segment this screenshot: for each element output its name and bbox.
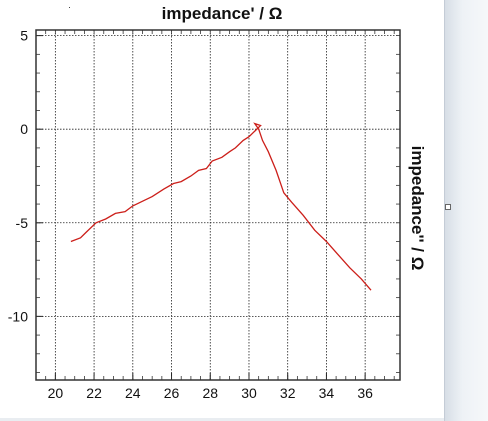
x-tick-label: 20 (48, 385, 64, 401)
grid-lines (36, 30, 400, 380)
x-tick-label: 34 (319, 385, 335, 401)
impedance-chart: 20 22 24 26 28 30 32 34 36 5 0 -5 -10 impedance' / Ω… (8, 4, 427, 401)
x-tick-label: 28 (202, 385, 218, 401)
x-tick-label: 26 (164, 385, 180, 401)
window-side-panel (444, 0, 488, 421)
y-tick-label: 5 (20, 28, 28, 44)
plot-area (35, 29, 401, 381)
window-bottom-edge (0, 418, 444, 421)
y-tick-label: -5 (16, 215, 29, 231)
tick-labels: 20 22 24 26 28 30 32 34 36 5 0 -5 -10 (8, 28, 373, 401)
stray-dot (69, 7, 70, 8)
y-tick-label: -10 (8, 308, 28, 324)
x-tick-label: 22 (86, 385, 102, 401)
x-tick-label: 36 (357, 385, 373, 401)
y-tick-label: 0 (20, 121, 28, 137)
x-tick-label: 32 (280, 385, 296, 401)
resize-handle[interactable] (445, 204, 451, 210)
x-tick-label: 30 (241, 385, 257, 401)
y-axis-label: impedance'' / Ω (408, 146, 427, 271)
axis-ticks (35, 30, 400, 380)
chart-title: impedance' / Ω (162, 4, 283, 23)
x-tick-label: 24 (125, 385, 141, 401)
impedance-series-line (70, 122, 372, 291)
